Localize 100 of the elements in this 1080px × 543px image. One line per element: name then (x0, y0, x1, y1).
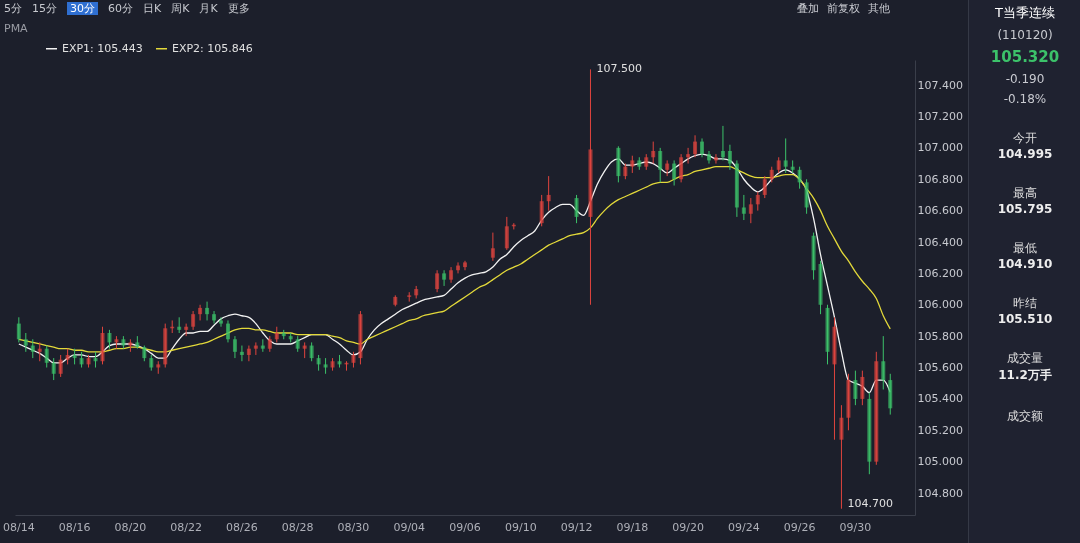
candlestick (574, 194, 579, 224)
x-tick-label: 08/16 (58, 520, 91, 534)
x-tick-label: 08/30 (337, 520, 370, 534)
candlestick (16, 316, 21, 343)
candlestick (442, 269, 447, 287)
y-tick-label: 106.800 (917, 172, 963, 186)
x-tick-label: 09/06 (449, 520, 481, 534)
text: 5分 (4, 2, 22, 15)
candlestick (748, 197, 753, 224)
candlestick (881, 335, 886, 390)
x-tick-label: 09/18 (616, 520, 649, 534)
x-tick-label: 08/22 (170, 520, 202, 534)
candlestick (707, 150, 711, 165)
candlestick (23, 332, 28, 353)
candlestick (58, 354, 63, 378)
text: 104.910 (996, 257, 1054, 271)
candlestick (51, 357, 56, 381)
text: 30分 (67, 2, 98, 15)
candlestick (212, 310, 217, 325)
x-tick-label: 09/26 (783, 520, 816, 534)
legend-label: EXP2: 105.846 (172, 41, 253, 55)
text: 日K (143, 2, 162, 15)
text: (110120) (996, 28, 1054, 42)
y-tick-label: 104.800 (917, 486, 963, 500)
y-tick-label: 105.000 (917, 455, 963, 469)
text: 月K (199, 2, 218, 15)
y-tick-label: 105.400 (917, 392, 963, 406)
y-tick-label: 106.400 (917, 235, 963, 249)
candlestick (184, 323, 189, 337)
text: 前复权 (827, 2, 860, 15)
text: -0.18% (1002, 92, 1048, 106)
candlestick (232, 335, 237, 359)
text: -0.190 (1004, 72, 1046, 86)
x-tick-label: 09/20 (672, 520, 704, 534)
x-tick-label: 08/28 (281, 520, 314, 534)
y-tick-label: 106.600 (917, 204, 963, 218)
candlestick (198, 304, 203, 321)
candlestick (309, 341, 314, 362)
candlestick (239, 345, 244, 362)
legend-label: EXP1: 105.443 (62, 41, 143, 55)
x-tick-label: 08/14 (2, 520, 35, 534)
text: T当季连续 (994, 4, 1056, 22)
x-tick-label: 09/30 (839, 520, 872, 534)
text: 周K (171, 2, 190, 15)
text: 104.995 (996, 147, 1054, 161)
candlestick (225, 319, 230, 343)
candlestick (504, 216, 509, 251)
candlestick (700, 137, 705, 158)
candlestick (860, 370, 865, 406)
candlestick (37, 341, 42, 362)
text: 更多 (227, 2, 250, 15)
x-tick-label: 08/20 (114, 520, 147, 534)
x-tick-label: 09/24 (728, 520, 760, 534)
y-tick-label: 107.200 (917, 109, 963, 123)
annotation: 104.700 (847, 496, 893, 510)
candlestick (741, 194, 746, 221)
y-tick-label: 106.000 (917, 298, 963, 312)
x-tick-label: 09/12 (560, 520, 593, 534)
candlestick (762, 175, 767, 199)
candlestick (435, 269, 440, 293)
candlestick (686, 147, 691, 165)
candlestick (546, 175, 551, 212)
candlestick (679, 153, 684, 183)
candlestick (191, 310, 196, 331)
y-tick-label: 105.200 (917, 423, 963, 437)
candlestick (219, 316, 223, 328)
candlestick (205, 301, 210, 321)
x-tick-label: 09/04 (393, 520, 426, 534)
text: 今开 (1012, 130, 1038, 147)
text: 15分 (32, 2, 57, 15)
candlestick (107, 329, 112, 350)
text: 成交额 (1006, 408, 1044, 425)
candlestick (693, 134, 698, 158)
candlestick (713, 153, 718, 165)
y-tick-label: 106.200 (917, 266, 963, 280)
legend-title: PMA (4, 22, 28, 35)
text: 叠加 (797, 2, 819, 15)
text: 昨结 (1012, 295, 1038, 312)
candlestick (853, 370, 858, 406)
candlestick (490, 232, 495, 262)
candlestick (727, 144, 732, 171)
text: 成交量 (1006, 350, 1044, 367)
y-tick-label: 107.000 (917, 141, 963, 155)
candlestick (651, 141, 656, 165)
candlestick (797, 166, 802, 190)
text: 11.2万手 (997, 367, 1053, 384)
text: 最低 (1012, 240, 1038, 257)
candlestick (539, 194, 544, 227)
candlestick (839, 404, 844, 510)
y-tick-label: 105.600 (917, 361, 963, 375)
candlestick (30, 338, 35, 359)
candlestick (658, 147, 663, 183)
candlestick (755, 191, 760, 212)
text: 其他 (868, 2, 890, 15)
candlestick (720, 125, 725, 161)
text: 105.795 (996, 202, 1054, 216)
candlestick (253, 341, 258, 356)
text: 105.510 (996, 312, 1054, 326)
candlestick (783, 137, 788, 174)
text: 105.320 (989, 48, 1061, 66)
